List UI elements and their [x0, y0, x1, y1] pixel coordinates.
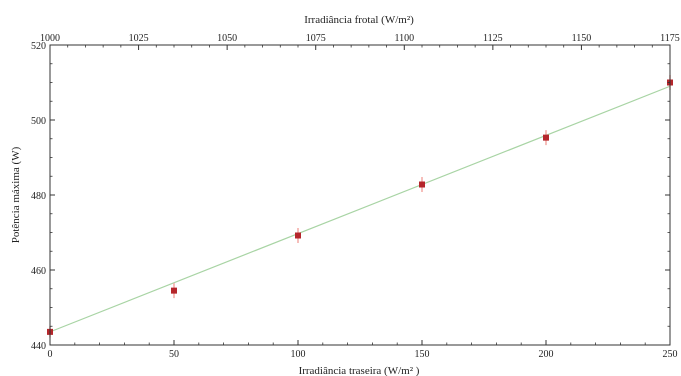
x-tick-label: 100 — [291, 349, 306, 360]
x-axis-label: Irradiância traseira (W/m² ) — [299, 365, 420, 376]
y-tick-label: 440 — [31, 341, 46, 352]
x2-tick-label: 1000 — [40, 33, 60, 44]
fit-line — [49, 85, 671, 333]
plot-frame — [49, 44, 671, 346]
x-tick-label: 0 — [48, 349, 53, 360]
x2-tick-label: 1175 — [660, 33, 680, 44]
y-axis-label: Potência máxima (W) — [10, 146, 22, 243]
x-tick-label: 250 — [663, 349, 678, 360]
data-point — [543, 134, 549, 141]
y-tick-label: 460 — [31, 266, 46, 277]
data-point — [419, 181, 425, 188]
x2-tick-label: 1025 — [129, 33, 149, 44]
x-tick-label: 50 — [169, 349, 179, 360]
x2-tick-label: 1125 — [483, 33, 503, 44]
data-point — [171, 287, 177, 294]
x-tick-label: 150 — [415, 349, 430, 360]
x2-tick-label: 1050 — [217, 33, 237, 44]
x-tick-label: 200 — [539, 349, 554, 360]
data-point — [295, 232, 301, 239]
y-tick-label: 500 — [31, 116, 46, 127]
x2-axis-label: Irradiância frotal (W/m²) — [304, 14, 414, 26]
y-tick-label: 480 — [31, 191, 46, 202]
x2-tick-label: 1075 — [306, 33, 326, 44]
y-tick-label: 520 — [31, 41, 46, 52]
x2-tick-label: 1100 — [394, 33, 414, 44]
x2-tick-label: 1150 — [572, 33, 592, 44]
